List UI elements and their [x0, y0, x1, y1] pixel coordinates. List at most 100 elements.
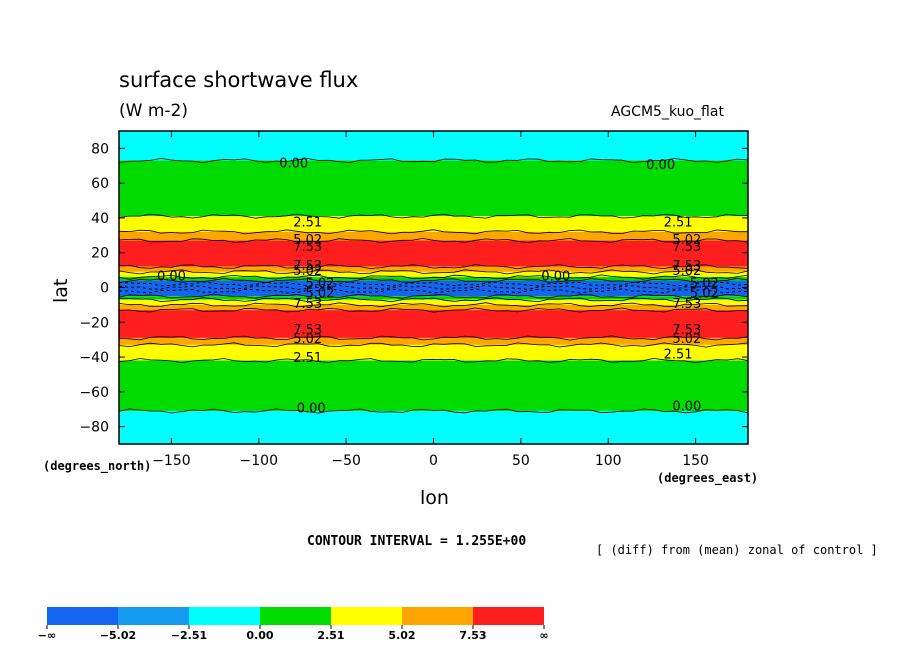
contour-line: [118, 307, 749, 313]
y-tick-label: −20: [79, 315, 109, 331]
colorbar-swatch: [189, 607, 260, 625]
x-axis-ticks: −150 −100 −50 0 50 100 150: [152, 131, 709, 469]
contour-line: [118, 264, 749, 270]
contour-band: [119, 231, 748, 241]
contour-label: 5.02: [690, 287, 719, 302]
colorbar-swatch: [118, 607, 189, 625]
y-tick-label: −60: [79, 385, 109, 401]
y-tick-label: 60: [91, 176, 109, 192]
contour-line: [118, 408, 749, 414]
colorbar-label: −5.02: [100, 629, 136, 642]
y-tick-label: 40: [91, 211, 109, 227]
contour-label: 5.02: [672, 233, 701, 248]
contour-label: 7.53: [293, 323, 322, 338]
contour-label: 2.51: [664, 215, 693, 230]
y-tick-label: −80: [79, 420, 109, 436]
x-axis-label: lon: [420, 487, 449, 509]
contour-band: [119, 337, 748, 345]
chart-title: surface shortwave flux: [119, 68, 359, 92]
contour-label: 0.00: [297, 401, 326, 416]
contour-label: 5.02: [293, 233, 322, 248]
x-tick-label: −100: [240, 453, 278, 469]
contour-band: [119, 277, 748, 281]
contour-label: 7.53: [672, 259, 701, 274]
contour-line: [118, 335, 749, 341]
contour-lines: [118, 157, 749, 414]
contour-label: 0.00: [646, 158, 675, 173]
contour-line: [118, 342, 749, 348]
colorbar-swatch: [260, 607, 331, 625]
filled-contour-bands: [119, 131, 748, 444]
contour-label: 2.51: [664, 348, 693, 363]
contour-label: 0.00: [541, 269, 570, 284]
x-tick-label: 0: [429, 453, 438, 469]
contour-label: 5.02: [293, 332, 322, 347]
contour-band: [119, 344, 748, 361]
colorbar-label: −2.51: [171, 629, 207, 642]
model-name: AGCM5_kuo_flat: [611, 104, 724, 120]
contour-line: [118, 297, 749, 303]
y-tick-label: −40: [79, 350, 109, 366]
contour-label: 5.02: [305, 276, 334, 291]
x-axis-unit: (degrees_east): [657, 471, 759, 485]
negative-contour-line: [118, 284, 749, 291]
contour-label: 7.53: [672, 297, 701, 312]
contour-band: [119, 310, 748, 338]
contour-line: [118, 274, 749, 280]
contour-labels: 0.00 0.002.51 2.515.027.53 5.027.537.535.02…: [157, 156, 719, 416]
colorbar-label: 0.00: [246, 629, 273, 642]
colorbar-label: 7.53: [459, 629, 486, 642]
contour-line: [118, 229, 748, 235]
x-tick-label: 150: [682, 453, 709, 469]
contour-band: [119, 304, 748, 311]
contour-line: [118, 357, 749, 364]
contour-label: 0.00: [157, 269, 186, 284]
y-tick-label: 0: [100, 281, 109, 297]
contour-interval: CONTOUR INTERVAL = 1.255E+00: [307, 534, 527, 549]
contour-label: 7.53: [293, 259, 322, 274]
contour-band: [119, 240, 748, 267]
colorbar-swatch: [402, 607, 473, 625]
contour-label: 5.02: [690, 276, 719, 291]
y-tick-label: 80: [91, 141, 109, 157]
contour-label: 2.51: [293, 215, 322, 230]
contour-label: 5.02: [672, 332, 701, 347]
y-tick-label: 20: [91, 246, 109, 262]
contour-line: [118, 302, 749, 308]
y-axis-unit: (degrees_north): [43, 459, 152, 473]
contour-label: 2.51: [293, 351, 322, 366]
y-axis-ticks: 80 60 40 20 0 −20 −40 −60 −80: [79, 141, 748, 436]
x-tick-label: 100: [595, 453, 622, 469]
contour-line: [118, 213, 749, 219]
colorbar-swatch: [473, 607, 544, 625]
contour-line: [118, 157, 749, 164]
contour-label: 7.53: [672, 240, 701, 255]
contour-line: [118, 269, 749, 275]
contour-band: [119, 216, 748, 232]
colorbar-swatch: [331, 607, 402, 625]
contour-label: 0.00: [672, 400, 701, 415]
contour-band: [119, 271, 748, 278]
colorbar-label: 2.51: [317, 629, 344, 642]
diff-note: [ (diff) from (mean) zonal of control ]: [596, 543, 878, 557]
colorbar-label: 5.02: [388, 629, 415, 642]
colorbar: −∞ −5.02 −2.51 0.00 2.51 5.02 7.53 ∞: [38, 607, 549, 642]
contour-band: [119, 299, 748, 305]
contour-line: [118, 277, 749, 284]
negative-contour-line: [118, 288, 749, 294]
contour-label: 7.53: [293, 240, 322, 255]
colorbar-label: ∞: [539, 629, 548, 642]
x-tick-label: 50: [512, 453, 530, 469]
contour-label: 5.02: [305, 287, 334, 302]
contour-label: 0.00: [279, 156, 308, 171]
contour-line: [118, 293, 749, 299]
x-tick-label: −150: [152, 453, 190, 469]
negative-contour-line: [118, 281, 749, 287]
contour-band: [119, 360, 748, 411]
colorbar-swatch: [47, 607, 118, 625]
contour-label: 7.53: [293, 297, 322, 312]
contour-band: [119, 266, 748, 272]
contour-band: [119, 160, 748, 217]
contour-label: 5.02: [293, 264, 322, 279]
